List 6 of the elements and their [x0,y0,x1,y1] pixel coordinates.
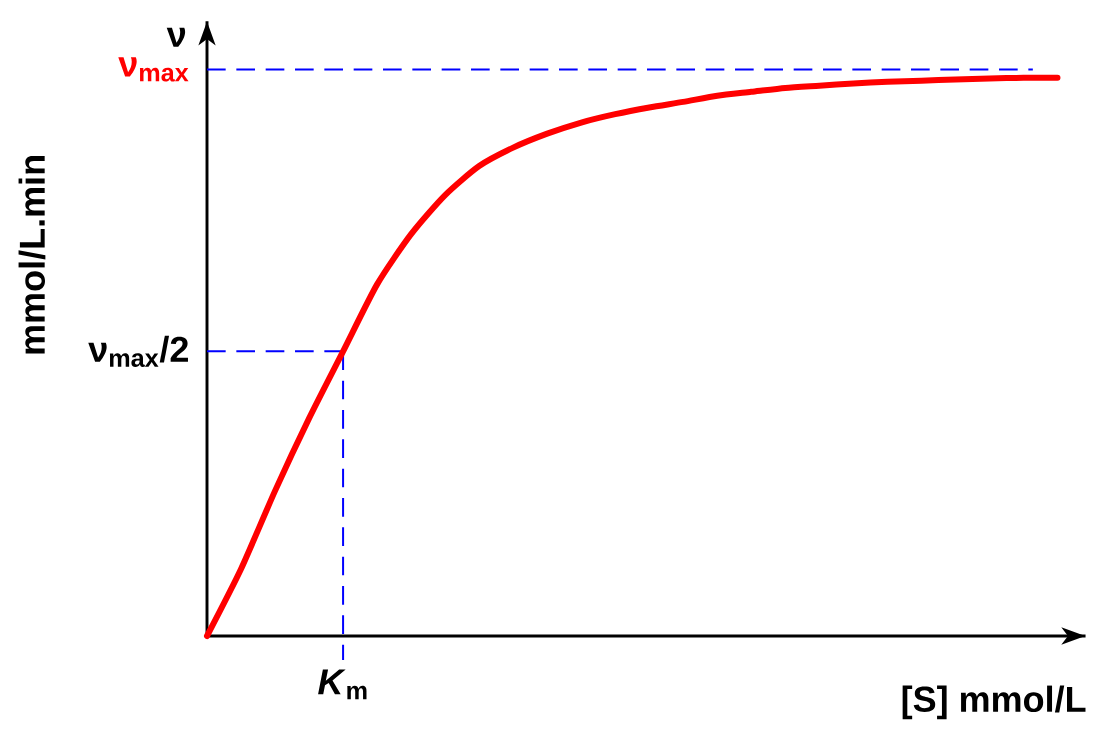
text: K$_{m}$ [318,669,367,700]
y-axis-title: mmol/L.min [18,156,46,354]
text: ν [166,27,186,47]
ref-line-label: ν$_{max}$/2 [88,335,188,367]
x-axis-title: [S] mmol/L [902,685,1086,720]
ref-line-label: ν$_{max}$ [118,57,189,82]
